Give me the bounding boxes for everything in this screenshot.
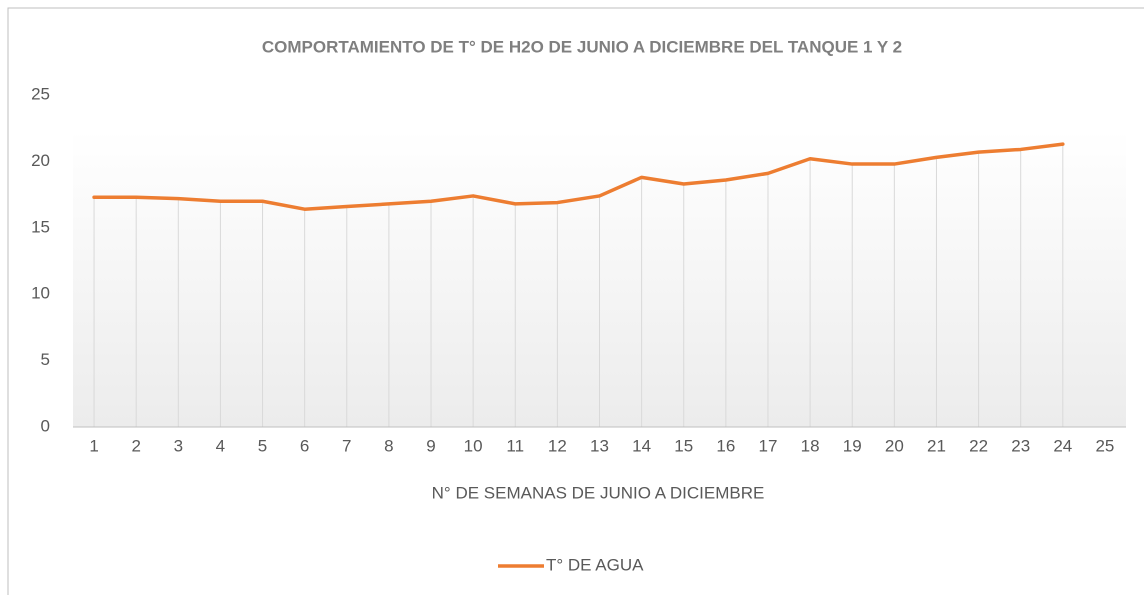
x-tick-label: 24 <box>1053 436 1072 455</box>
x-tick-label: 19 <box>843 436 862 455</box>
x-tick-label: 5 <box>258 436 267 455</box>
x-tick-label: 14 <box>632 436 651 455</box>
y-tick-label: 15 <box>31 217 50 236</box>
x-tick-label: 20 <box>885 436 904 455</box>
x-tick-label: 10 <box>464 436 483 455</box>
x-tick-label: 3 <box>174 436 183 455</box>
x-tick-label: 16 <box>716 436 735 455</box>
y-tick-label: 0 <box>41 416 50 435</box>
x-axis-label: N° DE SEMANAS DE JUNIO A DICIEMBRE <box>432 483 765 502</box>
legend-label: T° DE AGUA <box>546 555 644 574</box>
y-tick-label: 25 <box>31 84 50 103</box>
x-tick-label: 21 <box>927 436 946 455</box>
x-tick-label: 22 <box>969 436 988 455</box>
y-tick-label: 10 <box>31 284 50 303</box>
x-tick-label: 8 <box>384 436 393 455</box>
x-tick-label: 13 <box>590 436 609 455</box>
x-tick-label: 23 <box>1011 436 1030 455</box>
x-tick-label: 12 <box>548 436 567 455</box>
data-line <box>92 142 1065 211</box>
x-tick-label: 11 <box>506 436 524 455</box>
x-tick-label: 7 <box>342 436 351 455</box>
x-tick-label: 4 <box>216 436 225 455</box>
y-tick-label: 20 <box>31 151 50 170</box>
x-tick-label: 18 <box>801 436 820 455</box>
x-tick-label: 9 <box>426 436 435 455</box>
frame <box>7 7 1144 595</box>
x-tick-label: 1 <box>89 436 98 455</box>
x-tick-label: 6 <box>300 436 309 455</box>
x-tick-label: 15 <box>674 436 693 455</box>
x-tick-label: 2 <box>131 436 140 455</box>
y-tick-label: 5 <box>41 350 50 369</box>
x-tick-label: 25 <box>1095 436 1114 455</box>
x-tick-label: 17 <box>759 436 778 455</box>
chart-title: COMPORTAMIENTO DE T° DE H2O DE JUNIO A D… <box>262 37 902 56</box>
